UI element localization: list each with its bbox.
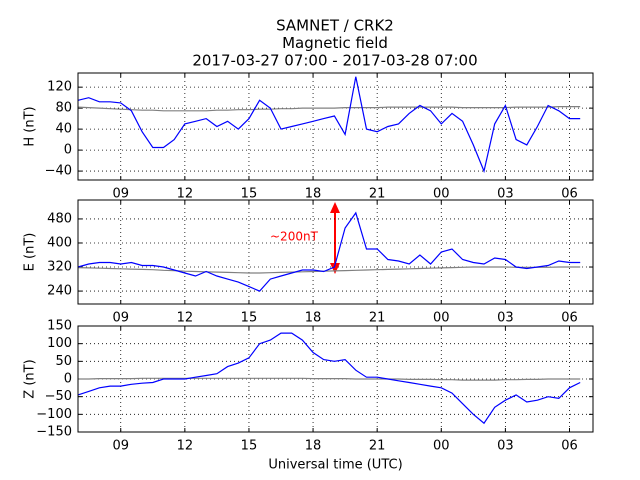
x-tick-label: 21 [369,311,386,326]
y-tick-label: 0 [64,143,72,158]
y-tick-label: 40 [55,122,72,137]
annotation: ~200nT [270,230,319,244]
x-tick-label: 15 [241,187,258,202]
y-axis-label: Z (nT) [23,359,38,398]
x-tick-label: 21 [369,187,386,202]
y-tick-label: 400 [47,235,72,250]
x-tick-label: 00 [433,311,450,326]
x-tick-label: 18 [305,311,322,326]
x-axis-label: Universal time (UTC) [268,458,402,473]
x-tick-label: 09 [112,311,129,326]
y-tick-label: 240 [47,284,72,299]
series-line [78,377,581,381]
plot-frame [77,72,594,181]
y-tick-label: −50 [45,389,72,404]
x-tick-label: 15 [241,439,258,454]
x-tick-label: 03 [497,187,514,202]
y-tick-label: 80 [55,101,72,116]
y-axis-label: E (nT) [23,233,38,272]
plot-frame [77,325,594,433]
y-tick-label: −150 [36,425,72,440]
series-line [77,211,581,292]
x-tick-label: 06 [561,439,578,454]
x-tick-label: 06 [561,311,578,326]
x-tick-label: 06 [561,187,578,202]
series-line [77,76,581,174]
x-tick-label: 18 [305,187,322,202]
chart-title: Magnetic field [282,34,388,52]
y-tick-label: 150 [47,319,72,334]
plot-frame [77,199,594,305]
x-tick-label: 00 [433,439,450,454]
x-tick-label: 03 [497,311,514,326]
x-tick-label: 18 [305,439,322,454]
x-tick-label: 21 [369,439,386,454]
y-tick-label: 320 [47,260,72,275]
y-tick-label: −100 [36,407,72,422]
y-tick-label: 480 [47,211,72,226]
y-tick-label: 50 [55,354,72,369]
x-tick-label: 09 [112,439,129,454]
x-tick-label: 12 [177,439,194,454]
y-tick-label: −40 [45,164,72,179]
x-tick-label: 00 [433,187,450,202]
chart-title: 2017-03-27 07:00 - 2017-03-28 07:00 [192,52,477,70]
x-tick-label: 15 [241,311,258,326]
chart-title: SAMNET / CRK2 [276,17,394,35]
y-tick-label: 0 [64,372,72,387]
x-tick-label: 03 [497,439,514,454]
x-tick-label: 12 [177,187,194,202]
series-line [77,332,581,425]
series-line [77,106,581,112]
y-axis-label: H (nT) [23,106,38,146]
y-tick-label: 100 [47,336,72,351]
series-line [77,266,581,274]
x-tick-label: 09 [112,187,129,202]
y-tick-label: 120 [47,80,72,95]
x-tick-label: 12 [177,311,194,326]
